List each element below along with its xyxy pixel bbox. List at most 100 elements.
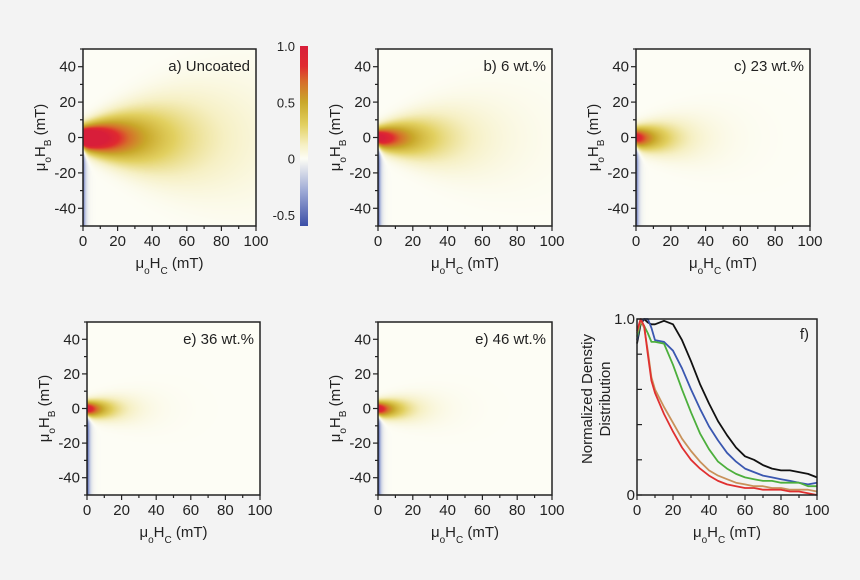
x-tick-label: 80 [213, 233, 230, 250]
x-tick-label: 80 [509, 233, 526, 250]
x-axis-label: μoHC (mT) [693, 524, 761, 546]
x-tick-label: 100 [539, 233, 564, 250]
axis-label-part: B [47, 410, 58, 417]
axis-label-part: B [596, 139, 607, 146]
x-tick-label: 0 [374, 502, 382, 519]
panel-title: b) 6 wt.% [483, 58, 546, 75]
series-line-4 [636, 318, 818, 496]
x-axis-label: μoHC (mT) [135, 255, 203, 277]
axis-label-part: o [596, 157, 607, 163]
y-tick-label: -40 [349, 470, 371, 487]
y-tick-label: 40 [59, 59, 76, 76]
axis-label-part: C [161, 266, 168, 277]
axis-label-part: (mT) [725, 524, 761, 541]
x-tick-label: 80 [509, 502, 526, 519]
axis-label-part: o [144, 266, 150, 277]
x-tick-label: 20 [113, 502, 130, 519]
y-tick-label: 0 [363, 401, 371, 418]
axis-label-part: H [154, 524, 165, 541]
forc-heatmap [83, 49, 256, 226]
x-tick-label: 60 [732, 233, 749, 250]
y-tick-label: 20 [612, 94, 629, 111]
axis-label-part: C [456, 535, 463, 546]
panel-title: e) 46 wt.% [475, 331, 546, 348]
axis-label-part: H [327, 417, 344, 428]
axis-label-part: (mT) [585, 104, 602, 140]
x-tick-label: 80 [767, 233, 784, 250]
x-tick-label: 0 [83, 502, 91, 519]
y-tick-label: 40 [63, 331, 80, 348]
y-tick-label: -40 [54, 200, 76, 217]
x-tick-label: 100 [243, 233, 268, 250]
axis-label-part: μ [135, 255, 144, 272]
y-tick-label: -20 [54, 165, 76, 182]
axis-label-part: (mT) [172, 524, 208, 541]
y-axis-label: Normalized Denstiy [579, 333, 596, 464]
x-tick-label: 0 [79, 233, 87, 250]
x-axis-label: μoHC (mT) [689, 255, 757, 277]
y-tick-label: 1.0 [614, 311, 635, 328]
series-line-1 [636, 318, 818, 486]
x-tick-label: 20 [662, 233, 679, 250]
forc-heatmap [378, 322, 552, 495]
axis-label-part: μ [327, 163, 344, 172]
y-tick-label: -20 [58, 435, 80, 452]
x-tick-label: 40 [697, 233, 714, 250]
series-line-2 [636, 321, 817, 488]
x-tick-label: 80 [773, 502, 790, 519]
axis-label-part: H [445, 255, 456, 272]
axis-label-part: H [327, 146, 344, 157]
panel-title: c) 23 wt.% [734, 58, 804, 75]
plot-frame [82, 48, 257, 227]
panel-title: a) Uncoated [168, 58, 250, 75]
colorbar-tick-label: 0 [288, 152, 295, 167]
axis-label-part: μ [32, 163, 49, 172]
axis-label-part: μ [431, 524, 440, 541]
forc-heatmap [378, 49, 552, 226]
y-tick-label: 0 [621, 130, 629, 147]
y-tick-label: 40 [354, 59, 371, 76]
y-axis-label: μoHB (mT) [32, 104, 54, 172]
axis-label-part: o [338, 157, 349, 163]
x-tick-label: 100 [247, 502, 272, 519]
axis-label-part: μ [585, 163, 602, 172]
y-axis-label: Distribution [597, 361, 614, 436]
forc-heatmap [87, 322, 260, 495]
y-tick-label: -20 [349, 165, 371, 182]
y-tick-label: 20 [59, 94, 76, 111]
x-tick-label: 60 [178, 233, 195, 250]
axis-label-part: H [585, 146, 602, 157]
y-tick-label: 40 [354, 331, 371, 348]
axis-label-part: o [338, 428, 349, 434]
x-tick-label: 40 [439, 502, 456, 519]
x-tick-label: 20 [109, 233, 126, 250]
y-tick-label: 20 [63, 366, 80, 383]
y-tick-label: 0 [68, 130, 76, 147]
x-tick-label: 20 [404, 502, 421, 519]
axis-label-part: C [718, 535, 725, 546]
axis-label-part: H [32, 146, 49, 157]
axis-label-part: μ [327, 434, 344, 443]
x-axis-label: μoHC (mT) [431, 255, 499, 277]
axis-label-part: H [150, 255, 161, 272]
axis-label-part: μ [36, 434, 53, 443]
axis-label-part: o [702, 535, 708, 546]
axis-label-part: o [43, 157, 54, 163]
axis-label-part: C [714, 266, 721, 277]
y-tick-label: -40 [58, 470, 80, 487]
x-tick-label: 40 [701, 502, 718, 519]
x-tick-label: 0 [633, 502, 641, 519]
axis-label-part: H [707, 524, 718, 541]
x-tick-label: 60 [474, 233, 491, 250]
x-tick-label: 20 [665, 502, 682, 519]
y-axis-label: μoHB (mT) [327, 104, 349, 172]
axis-label-part: o [440, 266, 446, 277]
colorbar [300, 46, 308, 226]
axis-label-part: H [703, 255, 714, 272]
axis-label-part: μ [689, 255, 698, 272]
x-tick-label: 60 [182, 502, 199, 519]
axis-label-part: B [338, 410, 349, 417]
x-tick-label: 0 [374, 233, 382, 250]
y-tick-label: 0 [363, 130, 371, 147]
